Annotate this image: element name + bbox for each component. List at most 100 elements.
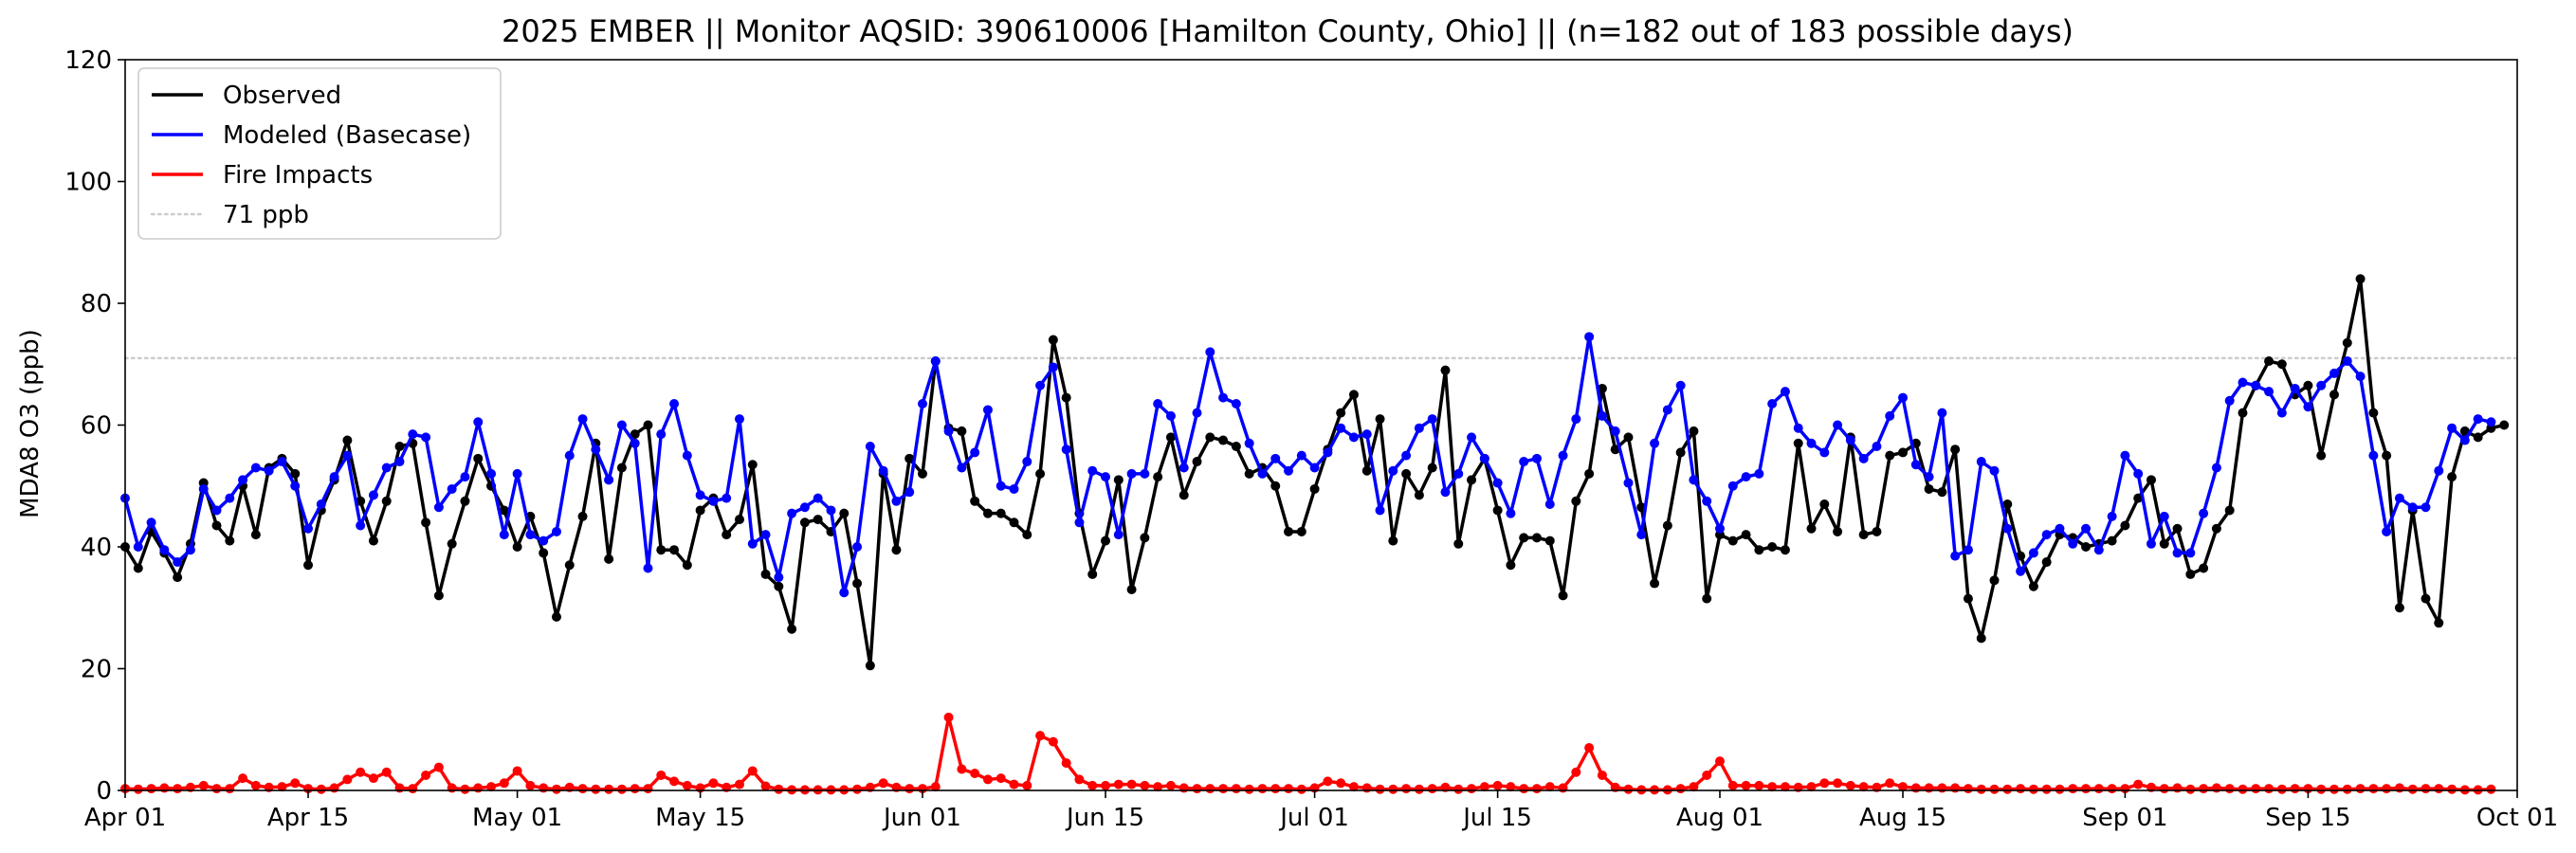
data-point xyxy=(2382,450,2392,461)
data-point xyxy=(394,441,405,451)
x-tick-label: Jul 15 xyxy=(1461,804,1532,832)
data-point xyxy=(2290,383,2300,393)
data-point xyxy=(2081,784,2092,794)
data-point xyxy=(891,545,902,555)
data-point xyxy=(604,475,614,485)
data-point xyxy=(2120,450,2130,461)
data-point xyxy=(1467,432,1477,443)
data-point xyxy=(1963,593,1973,604)
data-point xyxy=(250,463,261,473)
data-point xyxy=(290,468,301,479)
data-point xyxy=(1650,438,1660,448)
data-point xyxy=(238,773,248,784)
data-point xyxy=(2276,408,2287,418)
data-point xyxy=(2081,523,2092,534)
data-point xyxy=(1414,490,1424,500)
data-point xyxy=(643,784,653,794)
data-point xyxy=(356,767,366,777)
data-point xyxy=(1675,784,1686,794)
data-point xyxy=(2133,493,2144,503)
data-point xyxy=(918,399,927,409)
data-point xyxy=(1793,438,1803,448)
data-point xyxy=(1584,743,1595,753)
data-point xyxy=(1558,783,1568,793)
data-point xyxy=(1662,520,1672,531)
data-point xyxy=(1257,468,1268,479)
data-point xyxy=(747,460,758,470)
data-point xyxy=(1205,432,1215,443)
data-point xyxy=(1048,362,1058,372)
data-point xyxy=(1492,780,1503,790)
data-point xyxy=(1872,441,1882,451)
data-point xyxy=(1388,784,1398,794)
data-point xyxy=(2238,377,2248,388)
data-point xyxy=(695,490,705,500)
data-point xyxy=(1140,468,1150,479)
data-point xyxy=(2211,783,2221,793)
data-point xyxy=(2329,784,2339,794)
data-point xyxy=(813,515,823,525)
x-tick-label: Apr 01 xyxy=(84,804,166,832)
data-point xyxy=(1675,380,1686,390)
data-point xyxy=(1780,545,1790,555)
data-point xyxy=(564,560,575,571)
data-point xyxy=(577,511,588,521)
data-point xyxy=(381,463,392,473)
data-point xyxy=(904,453,915,463)
data-point xyxy=(1178,783,1189,793)
data-point xyxy=(2028,581,2038,591)
data-point xyxy=(290,778,301,789)
data-point xyxy=(539,535,549,546)
data-point xyxy=(1885,778,1895,789)
data-point xyxy=(1126,584,1137,594)
data-point xyxy=(2342,784,2352,794)
data-point xyxy=(2238,408,2248,418)
data-point xyxy=(1806,782,1817,792)
data-point xyxy=(1898,447,1909,458)
data-point xyxy=(1885,450,1895,461)
data-point xyxy=(1401,450,1412,461)
data-point xyxy=(2041,557,2052,568)
data-point xyxy=(2421,502,2431,513)
data-point xyxy=(211,505,222,516)
data-point xyxy=(577,414,588,425)
data-point xyxy=(1165,410,1176,421)
data-point xyxy=(525,780,536,790)
data-point xyxy=(1506,782,1516,792)
data-point xyxy=(996,773,1006,784)
data-point xyxy=(1192,784,1202,794)
data-point xyxy=(564,450,575,461)
x-tick-label: Sep 01 xyxy=(2082,804,2167,832)
data-point xyxy=(1048,335,1058,345)
data-point xyxy=(1257,784,1268,794)
data-point xyxy=(1506,560,1516,571)
data-point xyxy=(1087,465,1098,476)
data-point xyxy=(2224,505,2235,516)
data-point xyxy=(1780,782,1790,792)
data-point xyxy=(1192,457,1202,467)
data-point xyxy=(1650,578,1660,589)
data-point xyxy=(277,457,287,467)
data-point xyxy=(1727,780,1738,790)
data-point xyxy=(512,542,522,552)
data-point xyxy=(1440,365,1451,375)
legend-label: 71 ppb xyxy=(223,201,309,229)
data-point xyxy=(356,496,366,506)
data-point xyxy=(146,784,156,794)
data-point xyxy=(604,554,614,564)
data-point xyxy=(2459,435,2470,445)
data-point xyxy=(760,781,771,791)
data-point xyxy=(1113,779,1124,789)
data-point xyxy=(1061,445,1071,455)
data-point xyxy=(2159,511,2169,521)
data-point xyxy=(1976,784,1986,794)
data-point xyxy=(1361,783,1372,793)
data-point xyxy=(1819,499,1830,510)
data-point xyxy=(1963,545,1973,555)
data-point xyxy=(1715,756,1725,767)
data-point xyxy=(460,472,470,482)
data-point xyxy=(433,762,444,772)
data-point xyxy=(970,496,980,506)
data-point xyxy=(2447,472,2457,482)
data-point xyxy=(290,481,301,491)
